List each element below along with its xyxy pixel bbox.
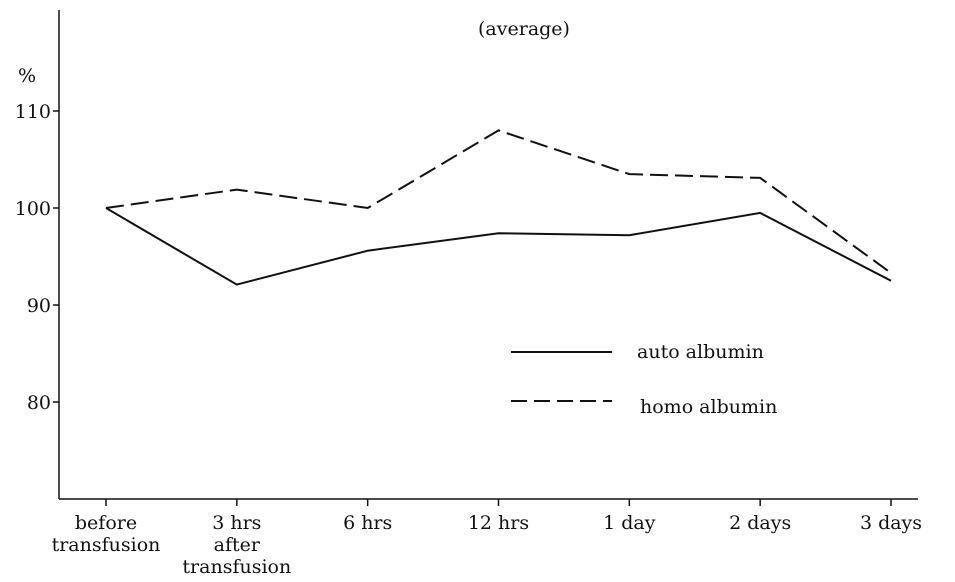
y-tick-label: 90: [27, 295, 51, 317]
y-axis-label: %: [18, 65, 36, 87]
series-lines: [105, 129, 892, 286]
x-ticks: before transfusion 3 hrs after transfusion 6 …: [52, 499, 922, 578]
y-tick-label: 110: [15, 101, 51, 123]
x-tick-label: 3 hrs after transfusion: [182, 512, 291, 578]
legend: auto albumin homo albumin: [511, 341, 777, 418]
x-tick-label: 2 days: [729, 512, 791, 534]
legend-label-auto-albumin: auto albumin: [637, 341, 764, 363]
x-tick-label: 1 day: [603, 512, 656, 534]
y-ticks: 80 90 100 110: [15, 101, 59, 414]
x-tick-label: 12 hrs: [468, 512, 529, 534]
series-line-auto-albumin: [105, 207, 892, 286]
chart-title: (average): [478, 18, 570, 40]
legend-label-homo-albumin: homo albumin: [640, 396, 777, 418]
axes: [58, 10, 918, 500]
series-line-homo-albumin: [105, 129, 892, 274]
x-tick-label: before transfusion: [52, 512, 161, 556]
y-tick-label: 100: [15, 198, 51, 220]
x-tick-label: 3 days: [860, 512, 922, 534]
y-tick-label: 80: [27, 392, 51, 414]
x-tick-label: 6 hrs: [343, 512, 392, 534]
